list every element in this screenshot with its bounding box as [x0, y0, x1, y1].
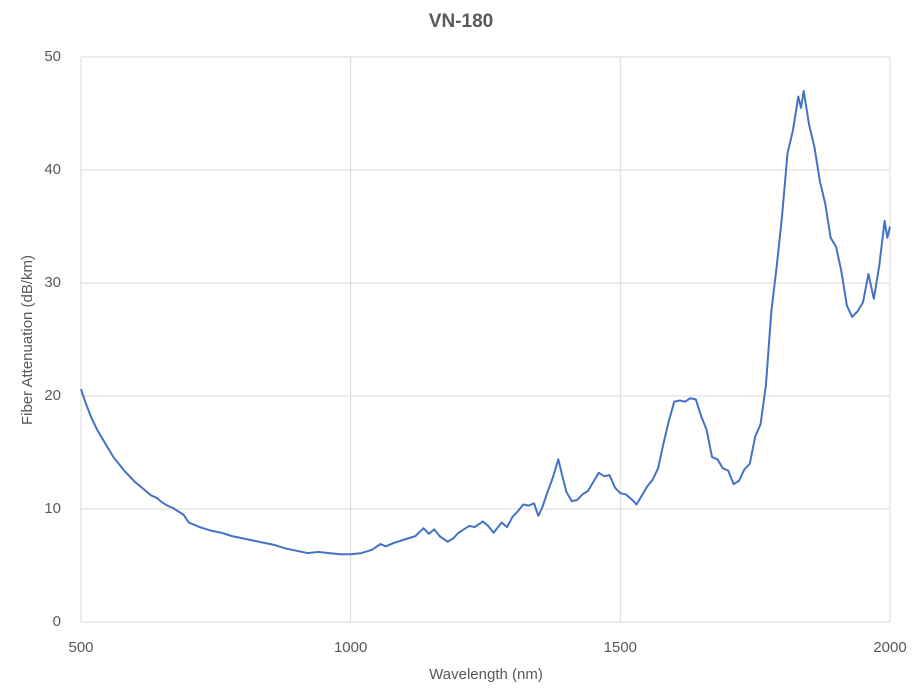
- x-tick-label: 1000: [334, 639, 367, 656]
- x-tick-label: 2000: [873, 639, 906, 656]
- y-tick-label: 10: [44, 500, 61, 517]
- x-tick-label: 500: [68, 639, 93, 656]
- y-tick-label: 50: [44, 48, 61, 65]
- y-tick-label: 40: [44, 161, 61, 178]
- y-tick-label: 0: [53, 613, 61, 630]
- y-tick-label: 30: [44, 274, 61, 291]
- x-tick-label: 1500: [604, 639, 637, 656]
- x-axis-label: Wavelength (nm): [429, 666, 543, 683]
- y-axis-label: Fiber Attenuation (dB/km): [19, 255, 36, 425]
- y-tick-label: 20: [44, 387, 61, 404]
- chart-title: VN-180: [429, 11, 493, 32]
- data-line: [80, 89, 891, 556]
